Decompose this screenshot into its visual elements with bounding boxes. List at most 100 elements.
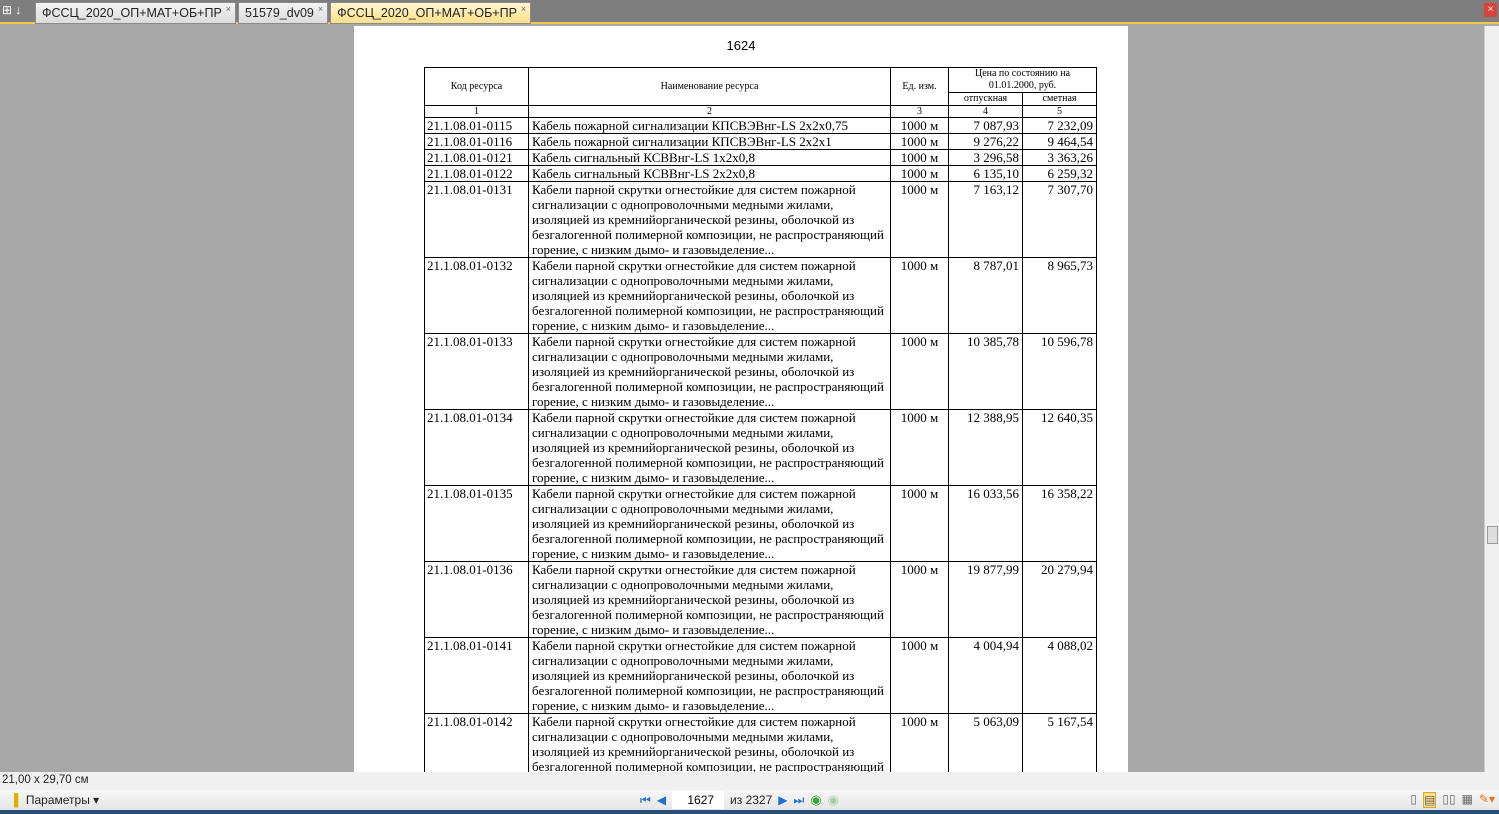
status-bar: 21,00 x 29,70 см xyxy=(0,772,1499,790)
tab-label: ФССЦ_2020_ОП+МАТ+ОБ+ПР xyxy=(42,6,222,20)
params-button[interactable]: ▌ Параметры ▾ xyxy=(14,793,100,807)
tab-label: 51579_dv09 xyxy=(245,6,314,20)
scroll-thumb[interactable] xyxy=(1487,526,1498,544)
release-price-cell: 5 063,09 xyxy=(948,713,1023,772)
column-number: 4 xyxy=(948,105,1023,118)
table-row: 21.1.08.01-0135 Кабели парной скрутки огн… xyxy=(424,485,1097,562)
code-cell: 21.1.08.01-0136 xyxy=(424,561,529,638)
name-cell: Кабель сигнальный КСВВнг-LS 1x2x0,8 xyxy=(528,149,891,166)
bottom-toolbar: ▌ Параметры ▾ ⏮ ◀ из 2327 ▶ ⏭ ◉ ◉ ▯ ▤ ▯▯… xyxy=(0,790,1499,810)
close-icon[interactable]: × xyxy=(520,4,527,14)
unit-cell: 1000 м xyxy=(890,149,949,166)
unit-cell: 1000 м xyxy=(890,165,949,182)
code-cell: 21.1.08.01-0122 xyxy=(424,165,529,182)
close-window-button[interactable]: × xyxy=(1484,3,1497,17)
header-unit: Ед. изм. xyxy=(890,67,949,106)
code-cell: 21.1.08.01-0134 xyxy=(424,409,529,486)
table-row: 21.1.08.01-0134 Кабели парной скрутки огн… xyxy=(424,409,1097,486)
tab-bar: ⊞ ↓ ФССЦ_2020_ОП+МАТ+ОБ+ПР × 51579_dv09 × … xyxy=(0,0,1499,24)
table-row: 21.1.08.01-0142 Кабели парной скрутки огн… xyxy=(424,713,1097,772)
code-cell: 21.1.08.01-0121 xyxy=(424,149,529,166)
continuous-page-icon[interactable]: ▤ xyxy=(1423,792,1437,808)
tabs: ФССЦ_2020_ОП+МАТ+ОБ+ПР × 51579_dv09 × ФССЦ… xyxy=(35,2,532,24)
flag-icon: ▌ xyxy=(14,793,23,807)
release-price-cell: 7 087,93 xyxy=(948,117,1023,134)
unit-cell: 1000 м xyxy=(890,133,949,150)
page-input[interactable] xyxy=(672,791,725,809)
release-price-cell: 12 388,95 xyxy=(948,409,1023,486)
header-release: отпускная xyxy=(948,92,1023,106)
table-row: 21.1.08.01-0116 Кабель пожарной сигнализа… xyxy=(424,133,1097,150)
prev-page-icon[interactable]: ◀ xyxy=(656,793,667,807)
document-viewer: 1624 Код ресурса Наименование ресурса Ед. … xyxy=(0,26,1484,772)
tab-3[interactable]: ФССЦ_2020_ОП+МАТ+ОБ+ПР × xyxy=(330,2,532,24)
column-number: 2 xyxy=(528,105,891,118)
name-cell: Кабель пожарной сигнализации КПСВЭВнг-LS… xyxy=(528,117,891,134)
name-cell: Кабель пожарной сигнализации КПСВЭВнг-LS… xyxy=(528,133,891,150)
estimate-price-cell: 5 167,54 xyxy=(1022,713,1097,772)
release-price-cell: 6 135,10 xyxy=(948,165,1023,182)
estimate-price-cell: 7 232,09 xyxy=(1022,117,1097,134)
column-number: 1 xyxy=(424,105,529,118)
single-page-icon[interactable]: ▯ xyxy=(1410,792,1418,806)
release-price-cell: 16 033,56 xyxy=(948,485,1023,562)
vertical-scrollbar[interactable] xyxy=(1484,26,1499,772)
estimate-price-cell: 20 279,94 xyxy=(1022,561,1097,638)
table-row: 21.1.08.01-0122 Кабель сигнальный КСВВнг-… xyxy=(424,165,1097,182)
header-code: Код ресурса xyxy=(424,67,529,106)
header-name: Наименование ресурса xyxy=(528,67,891,106)
table-row: 21.1.08.01-0131 Кабели парной скрутки огн… xyxy=(424,181,1097,258)
table-row: 21.1.08.01-0136 Кабели парной скрутки огн… xyxy=(424,561,1097,638)
multi-page-icon[interactable]: ▦ xyxy=(1461,792,1473,806)
taskbar xyxy=(0,810,1499,814)
release-price-cell: 9 276,22 xyxy=(948,133,1023,150)
estimate-price-cell: 3 363,26 xyxy=(1022,149,1097,166)
unit-cell: 1000 м xyxy=(890,561,949,638)
forward-icon[interactable]: ◉ xyxy=(827,792,840,807)
back-icon[interactable]: ◉ xyxy=(810,792,822,807)
tab-1[interactable]: ФССЦ_2020_ОП+МАТ+ОБ+ПР × xyxy=(35,2,237,24)
close-icon[interactable]: × xyxy=(225,4,232,14)
code-cell: 21.1.08.01-0133 xyxy=(424,333,529,410)
code-cell: 21.1.08.01-0135 xyxy=(424,485,529,562)
header-price: Цена по состоянию на 01.01.2000, руб. xyxy=(948,67,1097,93)
tab-2[interactable]: 51579_dv09 × xyxy=(238,2,329,24)
first-page-icon[interactable]: ⏮ xyxy=(640,792,651,807)
release-price-cell: 7 163,12 xyxy=(948,181,1023,258)
column-number: 3 xyxy=(890,105,949,118)
estimate-price-cell: 9 464,54 xyxy=(1022,133,1097,150)
last-page-icon[interactable]: ⏭ xyxy=(793,792,805,807)
table-row: 21.1.08.01-0121 Кабель сигнальный КСВВнг-… xyxy=(424,149,1097,166)
code-cell: 21.1.08.01-0132 xyxy=(424,257,529,334)
page-size: 21,00 x 29,70 см xyxy=(2,774,89,786)
close-icon[interactable]: × xyxy=(317,4,324,14)
release-price-cell: 4 004,94 xyxy=(948,637,1023,714)
name-cell: Кабели парной скрутки огнестойкие для си… xyxy=(528,485,891,562)
name-cell: Кабели парной скрутки огнестойкие для си… xyxy=(528,561,891,638)
tab-list-icon[interactable]: ⊞ ↓ xyxy=(2,3,22,17)
estimate-price-cell: 8 965,73 xyxy=(1022,257,1097,334)
unit-cell: 1000 м xyxy=(890,117,949,134)
code-cell: 21.1.08.01-0115 xyxy=(424,117,529,134)
release-price-cell: 10 385,78 xyxy=(948,333,1023,410)
unit-cell: 1000 м xyxy=(890,333,949,410)
next-page-icon[interactable]: ▶ xyxy=(778,793,788,807)
unit-cell: 1000 м xyxy=(890,637,949,714)
name-cell: Кабели парной скрутки огнестойкие для си… xyxy=(528,181,891,258)
page-count: из 2327 xyxy=(730,793,773,807)
release-price-cell: 3 296,58 xyxy=(948,149,1023,166)
code-cell: 21.1.08.01-0142 xyxy=(424,713,529,772)
unit-cell: 1000 м xyxy=(890,257,949,334)
estimate-price-cell: 4 088,02 xyxy=(1022,637,1097,714)
tools-icon[interactable]: ✎▾ xyxy=(1478,792,1495,806)
resource-table: Код ресурса Наименование ресурса Ед. изм. Ц… xyxy=(424,67,1097,772)
code-cell: 21.1.08.01-0116 xyxy=(424,133,529,150)
estimate-price-cell: 12 640,35 xyxy=(1022,409,1097,486)
tab-label: ФССЦ_2020_ОП+МАТ+ОБ+ПР xyxy=(337,6,517,20)
release-price-cell: 19 877,99 xyxy=(948,561,1023,638)
two-page-icon[interactable]: ▯▯ xyxy=(1442,792,1456,806)
name-cell: Кабели парной скрутки огнестойкие для си… xyxy=(528,637,891,714)
release-price-cell: 8 787,01 xyxy=(948,257,1023,334)
table-row: 21.1.08.01-0132 Кабели парной скрутки огн… xyxy=(424,257,1097,334)
params-label: Параметры xyxy=(25,793,90,807)
